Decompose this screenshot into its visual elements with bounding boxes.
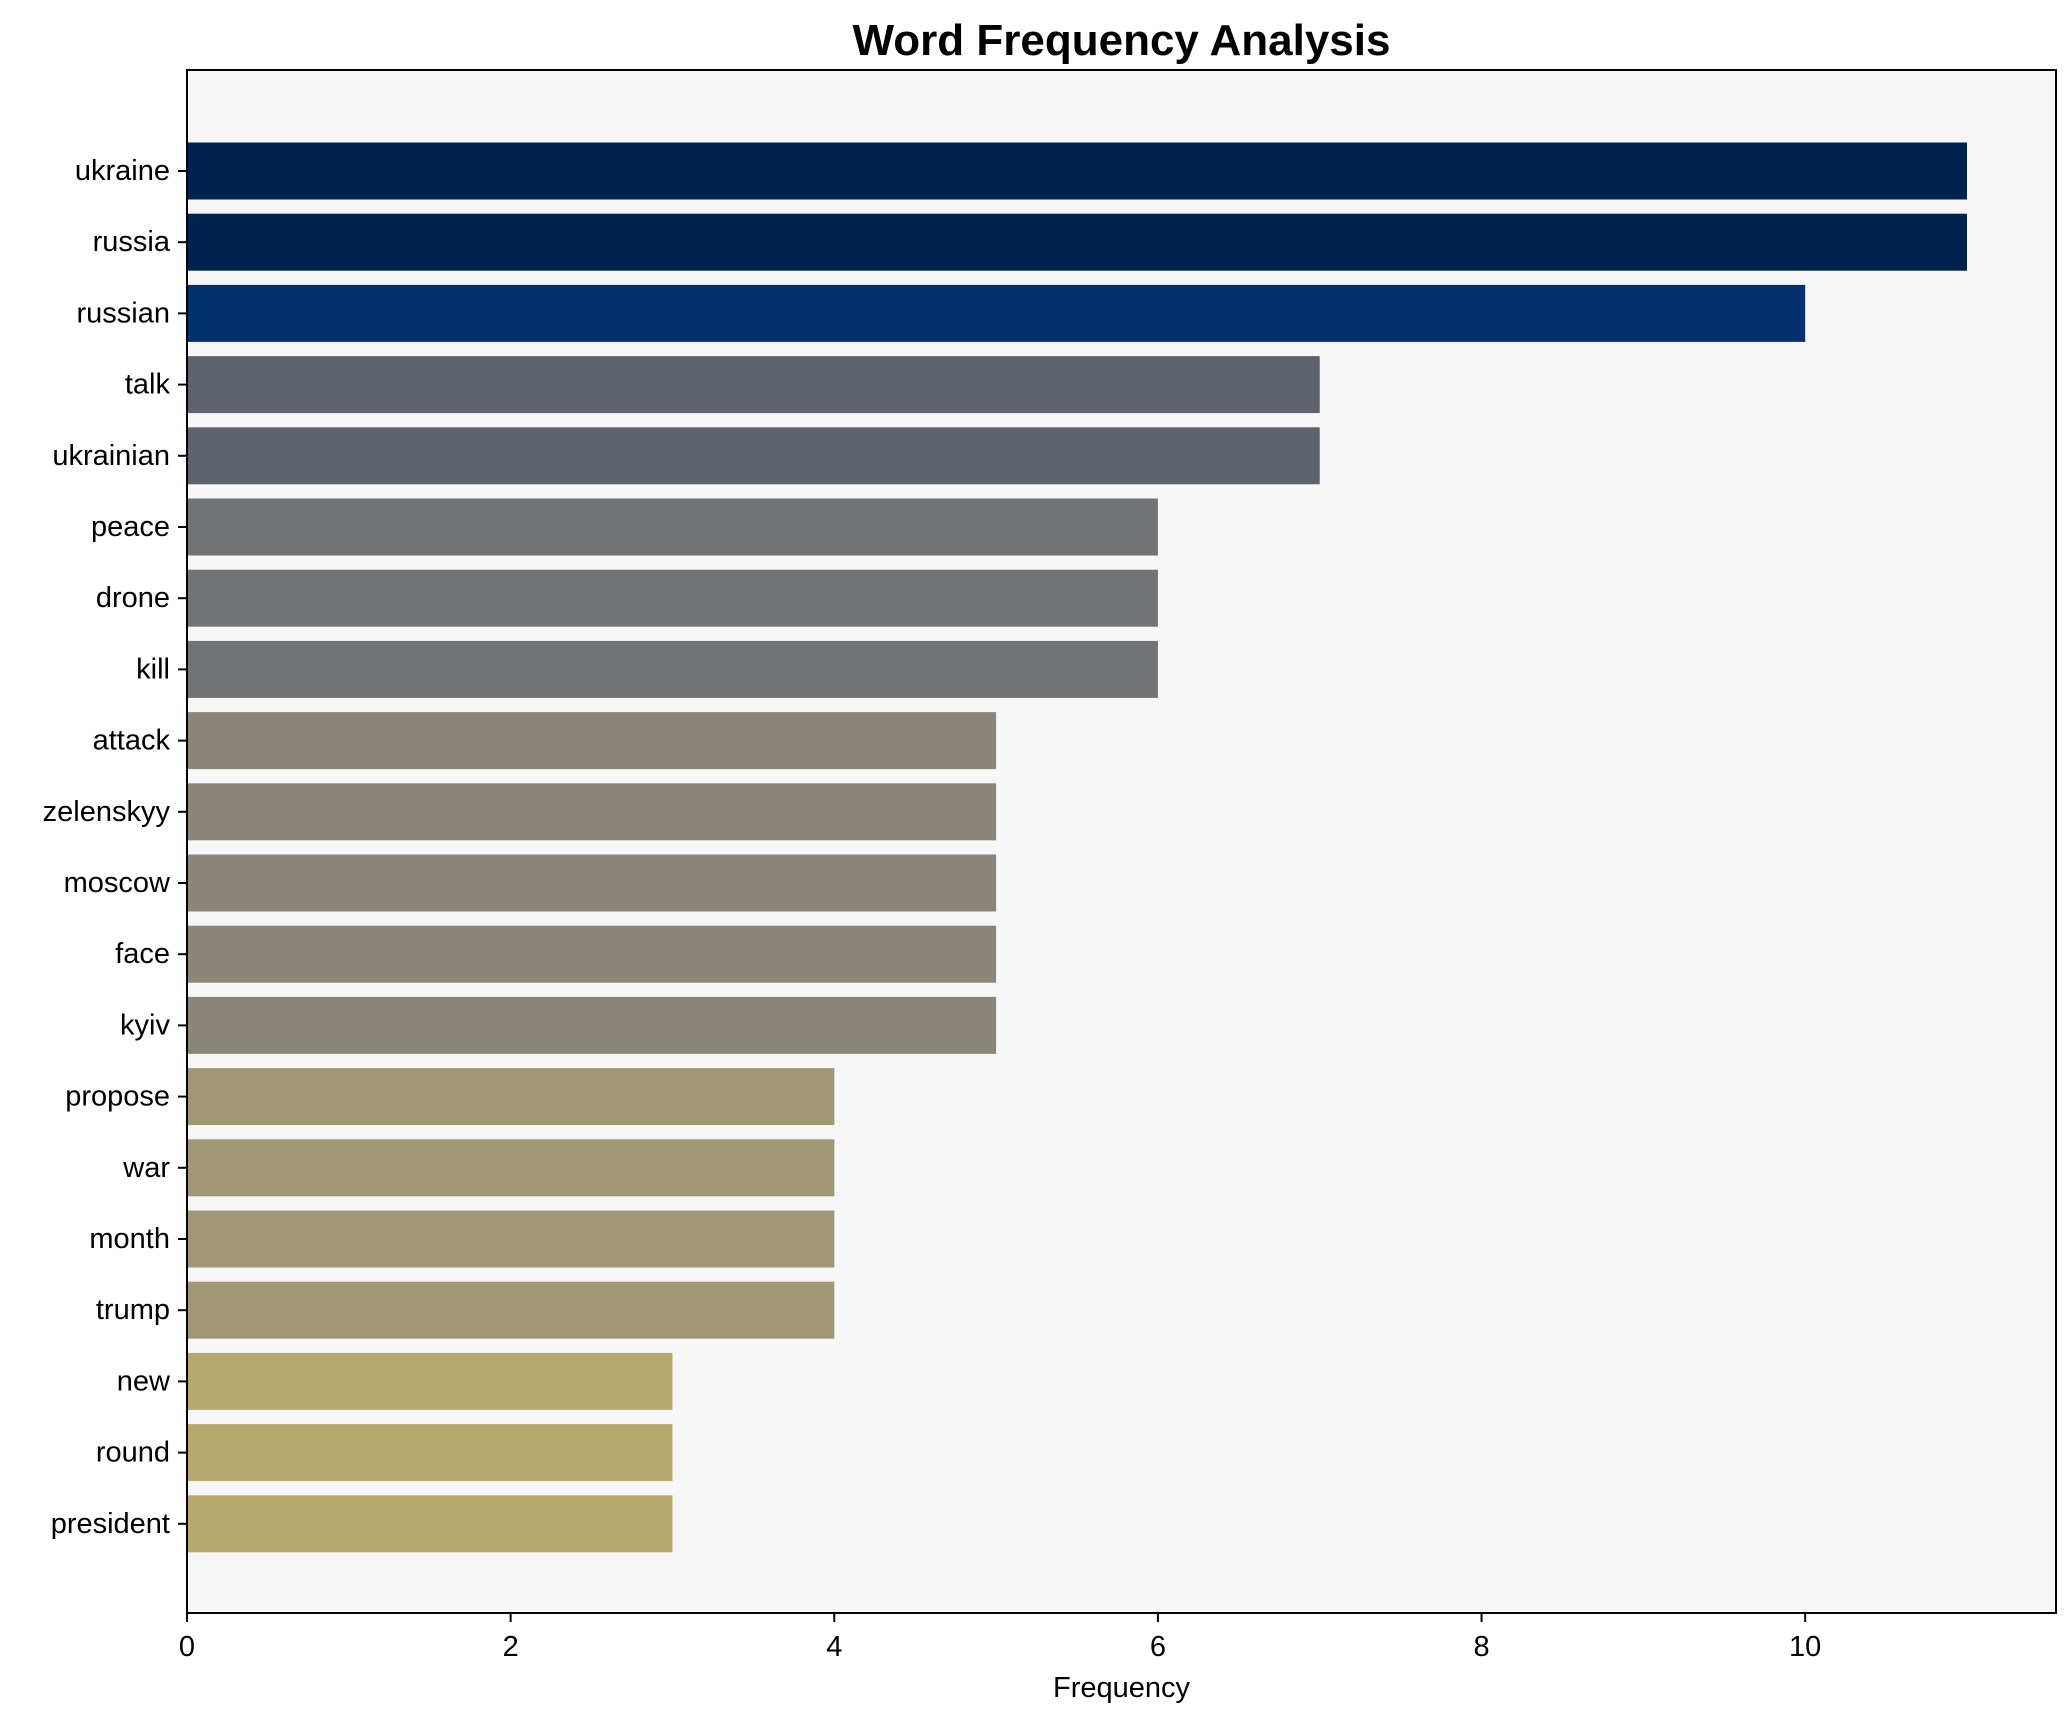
bar-talk (187, 356, 1320, 414)
bar-trump (187, 1281, 835, 1339)
bar-new (187, 1352, 673, 1410)
bar-zelenskyy (187, 783, 997, 841)
y-tick-label-zelenskyy: zelenskyy (43, 796, 171, 828)
bar-attack (187, 712, 997, 770)
bar-russia (187, 213, 1967, 271)
bar-ukrainian (187, 427, 1320, 485)
y-tick-label-trump: trump (96, 1294, 170, 1326)
x-tick-label-6: 6 (1150, 1631, 1166, 1663)
y-tick-label-war: war (122, 1152, 170, 1184)
plot-frame (186, 69, 2057, 1614)
bar-president (187, 1495, 673, 1553)
x-axis-ticks: 0 2 4 6 8 10 (179, 1613, 1821, 1663)
y-tick-label-drone: drone (96, 582, 170, 614)
y-tick-label-talk: talk (125, 369, 171, 401)
y-tick-label-russia: russia (93, 226, 171, 258)
y-tick-label-kyiv: kyiv (120, 1009, 170, 1041)
x-tick-label-4: 4 (826, 1631, 842, 1663)
y-tick-label-peace: peace (91, 511, 170, 543)
bar-war (187, 1139, 835, 1197)
y-tick-label-moscow: moscow (64, 867, 171, 899)
bar-moscow (187, 854, 997, 912)
bars-group (187, 142, 1967, 1553)
bar-drone (187, 569, 1158, 627)
bar-kyiv (187, 996, 997, 1054)
y-tick-label-face: face (115, 938, 170, 970)
chart-title: Word Frequency Analysis (853, 16, 1391, 65)
bar-russian (187, 284, 1806, 342)
y-tick-label-kill: kill (136, 653, 170, 685)
bar-kill (187, 640, 1158, 698)
x-tick-label-0: 0 (179, 1631, 195, 1663)
y-tick-label-ukrainian: ukrainian (52, 440, 170, 472)
bar-ukraine (187, 142, 1967, 200)
bar-round (187, 1424, 673, 1482)
y-tick-label-month: month (89, 1223, 170, 1255)
y-tick-label-propose: propose (65, 1081, 170, 1113)
y-tick-label-new: new (117, 1365, 171, 1397)
bar-face (187, 925, 997, 983)
y-tick-label-russian: russian (77, 297, 171, 329)
y-tick-label-president: president (51, 1508, 170, 1540)
bar-peace (187, 498, 1158, 556)
y-tick-label-round: round (96, 1437, 170, 1469)
bar-month (187, 1210, 835, 1268)
y-tick-label-ukraine: ukraine (75, 155, 170, 187)
y-axis-ticks: ukraine russia russian talk ukrainian peace dr… (43, 155, 187, 1540)
y-tick-label-attack: attack (93, 725, 171, 757)
bar-propose (187, 1068, 835, 1126)
x-tick-label-10: 10 (1789, 1631, 1821, 1663)
x-tick-label-8: 8 (1473, 1631, 1489, 1663)
x-axis-label: Frequency (1053, 1672, 1191, 1704)
x-tick-label-2: 2 (503, 1631, 519, 1663)
